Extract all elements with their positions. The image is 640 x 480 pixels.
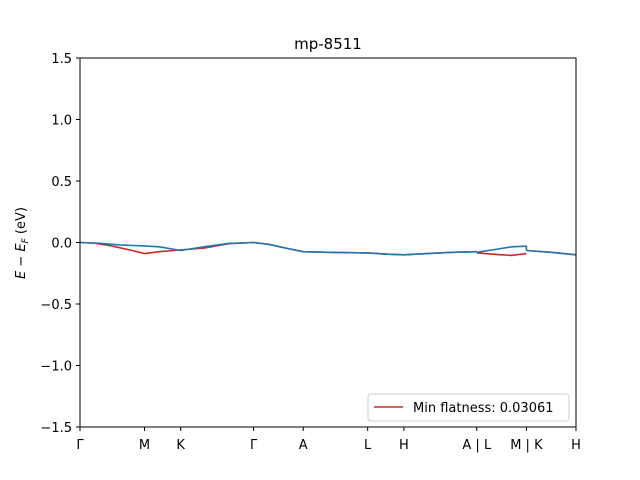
- y-tick-label-6: −1.5: [40, 421, 72, 436]
- x-tick-label-1: M: [139, 438, 150, 453]
- y-tick-label-0: 1.5: [51, 52, 72, 67]
- y-tick-label-4: −0.5: [40, 298, 72, 313]
- svg-text:E − EF (eV): E − EF (eV): [14, 207, 31, 279]
- y-axis-label: E − EF (eV): [14, 207, 31, 279]
- x-tick-label-7: A | L: [462, 438, 492, 453]
- y-tick-label-1: 1.0: [51, 114, 72, 129]
- legend-box: [367, 393, 570, 422]
- legend-label: Min flatness: 0.03061: [413, 401, 554, 416]
- plot-lines: [79, 241, 577, 257]
- y-tick-label-2: 0.5: [51, 175, 72, 190]
- band-line-0-segment-1: [476, 252, 527, 257]
- x-tick-label-2: K: [176, 438, 185, 453]
- y-ticks: 1.5 1.0 0.5 0.0 −0.5 −1.0 −1.5: [40, 52, 80, 436]
- x-ticks: Γ M K Γ A L H A | L M | K H: [76, 427, 581, 453]
- y-axis-label-unit: (eV): [14, 207, 29, 238]
- y-tick-label-5: −1.0: [40, 360, 72, 375]
- y-axis-label-sub: F: [21, 237, 31, 243]
- x-tick-label-8: M | K: [510, 438, 543, 453]
- y-tick-label-3: 0.0: [51, 237, 72, 252]
- chart-title: mp-8511: [294, 35, 362, 53]
- band-line-1-segment-0: [79, 241, 477, 256]
- x-tick-label-4: A: [299, 438, 308, 453]
- x-tick-label-6: H: [399, 438, 409, 453]
- legend: Min flatness: 0.03061: [367, 393, 570, 422]
- x-tick-label-3: Γ: [250, 438, 258, 453]
- band-line-1-segment-2: [526, 249, 577, 256]
- x-tick-label-9: H: [571, 438, 581, 453]
- x-tick-label-5: L: [364, 438, 372, 453]
- y-axis-label-main: E − E: [14, 243, 29, 279]
- x-tick-label-0: Γ: [76, 438, 84, 453]
- band-line-1-segment-1: [476, 245, 528, 254]
- band-line-0-segment-0: [79, 241, 477, 256]
- plot-frame: [79, 57, 577, 428]
